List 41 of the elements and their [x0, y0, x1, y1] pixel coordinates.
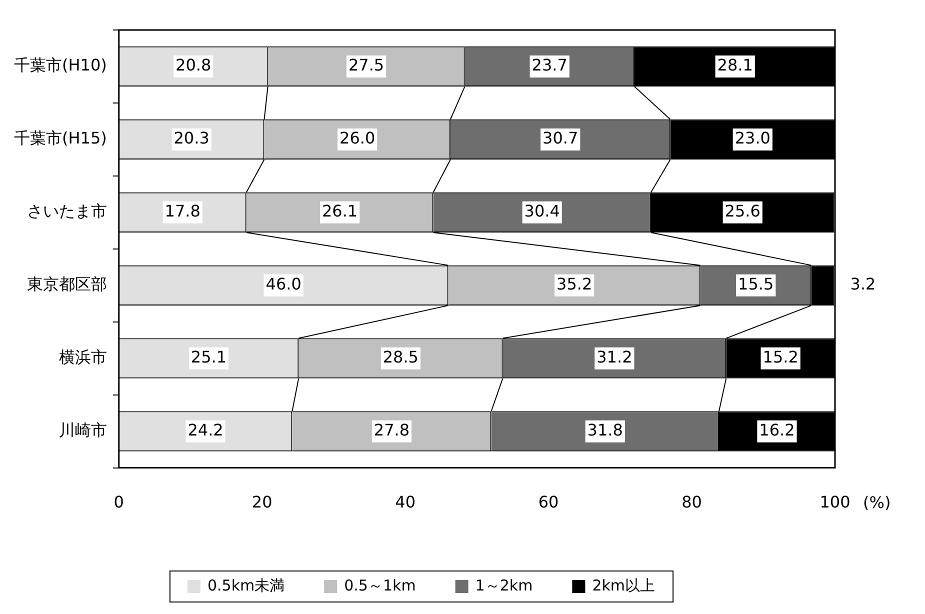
y-tick-label: 東京都区部 [26, 274, 107, 294]
x-tick-label: 100 [820, 492, 850, 512]
data-label: 30.4 [524, 202, 560, 221]
legend-label: 2km以上 [592, 576, 656, 594]
x-tick-label: 60 [538, 492, 559, 512]
y-tick-label: 横浜市 [58, 348, 107, 367]
data-label: 26.1 [322, 202, 358, 221]
data-label: 15.2 [762, 348, 798, 367]
y-tick-label: 川崎市 [58, 420, 107, 440]
data-label: 16.2 [759, 420, 795, 440]
data-label: 20.3 [174, 128, 210, 148]
data-label: 25.1 [190, 348, 227, 367]
y-tick-label: 千葉市(H10) [14, 56, 107, 75]
data-label: 3.2 [850, 274, 876, 294]
x-tick-label: 80 [682, 492, 702, 512]
data-label: 28.1 [717, 56, 753, 75]
data-label: 15.5 [738, 274, 774, 294]
data-label: 31.2 [596, 348, 632, 367]
y-tick-label: さいたま市 [26, 202, 107, 221]
data-label: 26.0 [340, 128, 376, 148]
x-tick-label: 40 [395, 492, 416, 512]
data-label: 28.5 [382, 348, 418, 367]
data-label: 23.0 [734, 128, 770, 148]
data-label: 17.8 [164, 202, 200, 221]
x-tick-label: 0 [114, 492, 124, 512]
data-label: 24.2 [188, 420, 224, 440]
y-tick-label: 千葉市(H15) [14, 128, 107, 148]
x-tick-label: 20 [252, 492, 272, 512]
data-label: 35.2 [556, 274, 592, 294]
x-axis-title: (%) [863, 492, 891, 512]
legend-label: 0.5～1km [344, 576, 416, 594]
data-label: 30.7 [542, 128, 578, 148]
data-label: 25.6 [724, 202, 760, 221]
data-label: 20.8 [176, 56, 212, 75]
data-label: 31.8 [587, 420, 623, 440]
legend-label: 1～2km [475, 576, 533, 594]
data-label: 27.5 [348, 56, 384, 75]
legend-label: 0.5km未満 [207, 576, 285, 594]
data-label: 23.7 [532, 56, 568, 75]
data-label: 27.8 [374, 420, 410, 440]
data-label: 46.0 [266, 274, 302, 294]
